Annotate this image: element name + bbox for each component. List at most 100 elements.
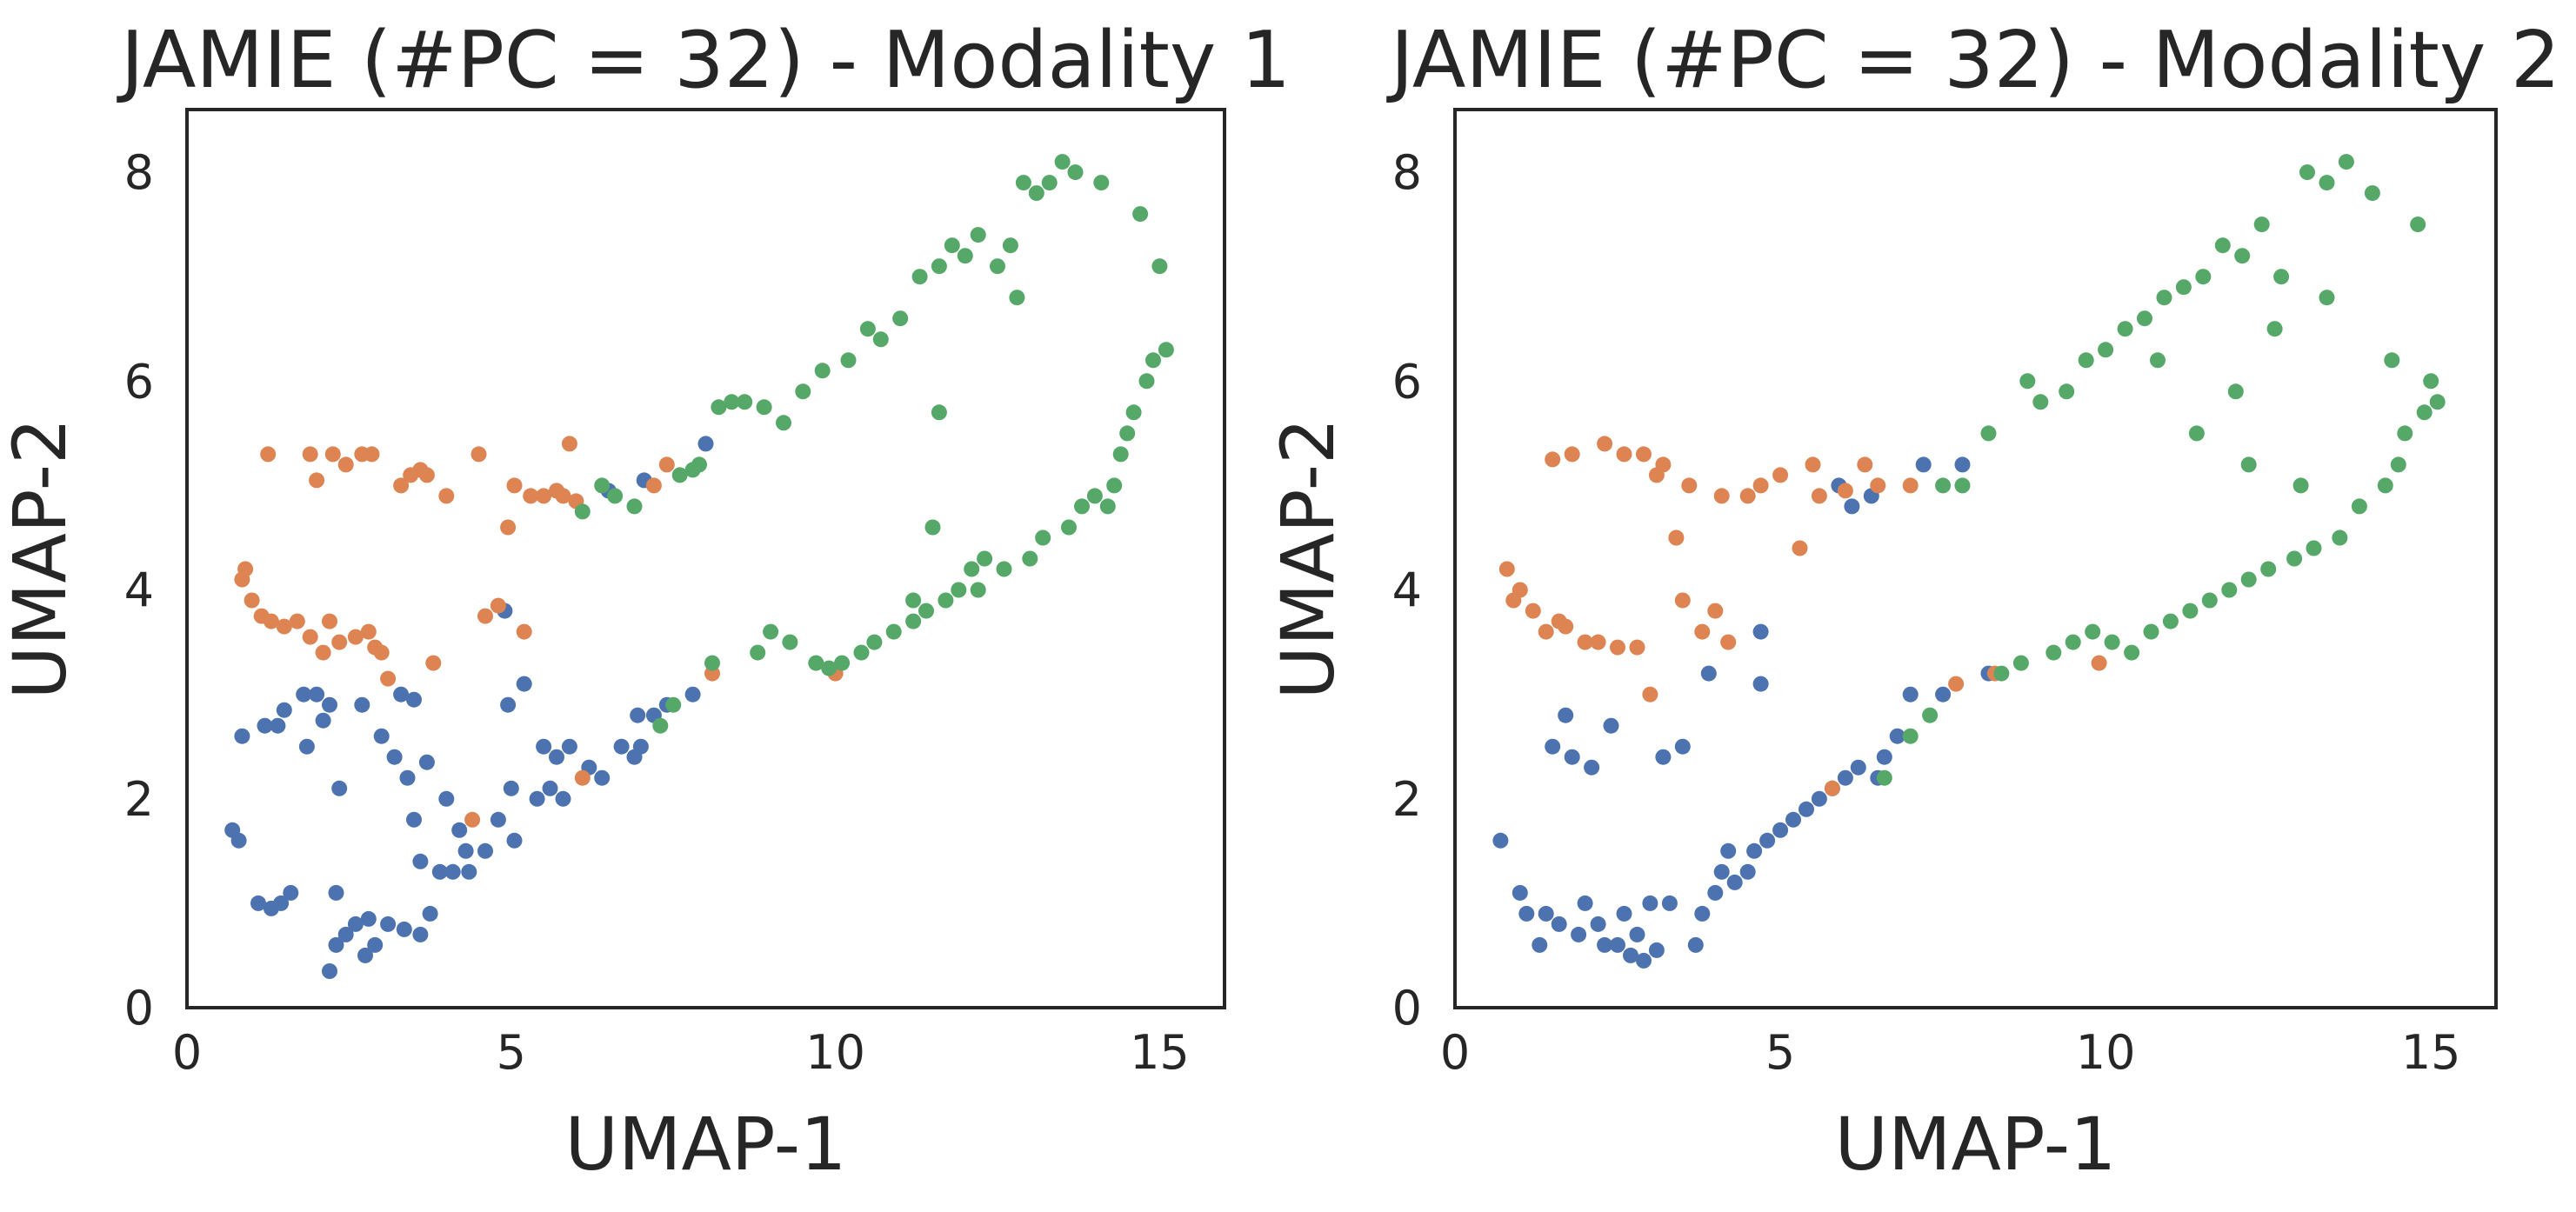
data-point xyxy=(1707,884,1724,901)
data-point xyxy=(613,738,630,755)
data-point xyxy=(1935,686,1952,703)
data-point xyxy=(1889,728,1905,744)
data-point xyxy=(1112,446,1129,463)
data-point xyxy=(2234,248,2251,264)
data-point xyxy=(1792,540,1808,556)
data-point xyxy=(302,446,318,463)
data-point xyxy=(2319,290,2335,306)
data-point xyxy=(853,644,870,661)
x-tick-label: 15 xyxy=(1130,1025,1190,1080)
data-point xyxy=(840,352,857,369)
data-point xyxy=(1558,618,1574,635)
data-point xyxy=(1629,926,1645,942)
data-point xyxy=(2306,540,2322,556)
chart-panel-2: 0 5 10 15 0 2 4 6 8 JAMIE (#PC = 32) - Modality 2… xyxy=(1265,15,2560,1187)
data-point xyxy=(1512,884,1528,901)
data-point xyxy=(1015,175,1031,191)
data-point xyxy=(834,655,851,671)
data-point xyxy=(2188,425,2205,442)
data-point xyxy=(561,738,577,755)
data-point xyxy=(1538,623,1554,640)
data-point xyxy=(337,926,354,942)
data-point xyxy=(2091,655,2107,671)
data-point xyxy=(866,634,883,650)
data-point xyxy=(2032,394,2049,410)
data-point xyxy=(490,597,506,614)
data-point xyxy=(697,436,714,452)
data-point xyxy=(905,592,922,609)
y-tick-label: 8 xyxy=(1392,145,1422,200)
data-point xyxy=(457,842,474,859)
data-point xyxy=(821,660,838,676)
data-point xyxy=(905,613,922,629)
data-point xyxy=(951,582,967,598)
data-point xyxy=(931,258,947,275)
data-point xyxy=(418,754,435,770)
data-point xyxy=(645,477,662,494)
data-point xyxy=(776,415,791,431)
data-point xyxy=(658,456,675,473)
chart-title: JAMIE (#PC = 32) - Modality 2 xyxy=(1386,15,2560,106)
data-point xyxy=(1629,639,1645,656)
data-point xyxy=(516,676,532,692)
y-tick-label: 6 xyxy=(1392,354,1422,409)
data-point xyxy=(234,728,250,744)
data-point xyxy=(1772,467,1789,483)
data-point xyxy=(1492,832,1509,849)
data-point xyxy=(444,863,461,880)
data-point xyxy=(1805,456,1821,473)
data-point xyxy=(1636,446,1652,463)
data-point xyxy=(2397,425,2413,442)
data-point xyxy=(337,456,354,473)
data-point xyxy=(782,634,798,650)
data-point xyxy=(957,248,973,264)
data-point xyxy=(331,634,348,650)
data-point xyxy=(542,780,558,796)
data-point xyxy=(523,488,539,504)
data-point xyxy=(2045,644,2062,661)
data-point xyxy=(425,655,442,671)
series-1 xyxy=(1492,456,1997,969)
data-point xyxy=(1993,665,2010,682)
data-point xyxy=(438,790,455,807)
data-point xyxy=(380,916,397,932)
data-point xyxy=(470,446,487,463)
data-point xyxy=(1022,550,1038,567)
data-point xyxy=(2266,321,2283,337)
data-point xyxy=(406,811,422,828)
data-point xyxy=(406,691,422,708)
data-point xyxy=(506,477,523,494)
data-point xyxy=(283,884,299,901)
data-point xyxy=(1948,676,1965,692)
y-tick-label: 4 xyxy=(124,563,154,618)
data-point xyxy=(1811,790,1827,807)
data-point xyxy=(1668,529,1685,546)
data-point xyxy=(263,613,279,629)
data-point xyxy=(2175,279,2192,296)
data-point xyxy=(328,884,344,901)
data-point xyxy=(1616,905,1632,922)
data-point xyxy=(1799,801,1814,817)
y-tick-label: 6 xyxy=(124,354,154,409)
data-point xyxy=(360,623,377,640)
data-point xyxy=(1610,936,1625,953)
data-point xyxy=(2078,352,2094,369)
data-point xyxy=(1498,561,1515,577)
data-point xyxy=(2260,561,2277,577)
plot-frame xyxy=(185,108,1226,1009)
data-point xyxy=(2410,216,2426,233)
data-point xyxy=(555,790,571,807)
data-point xyxy=(2253,216,2270,233)
series-2 xyxy=(1498,436,2107,796)
data-point xyxy=(1041,175,1058,191)
data-point xyxy=(2098,342,2114,358)
data-point xyxy=(386,749,403,765)
data-point xyxy=(322,613,337,629)
data-point xyxy=(296,686,312,703)
series-3 xyxy=(574,154,1174,734)
data-point xyxy=(2156,290,2172,306)
series-3 xyxy=(1876,154,2446,786)
data-point xyxy=(1648,942,1665,958)
data-point xyxy=(607,488,624,504)
